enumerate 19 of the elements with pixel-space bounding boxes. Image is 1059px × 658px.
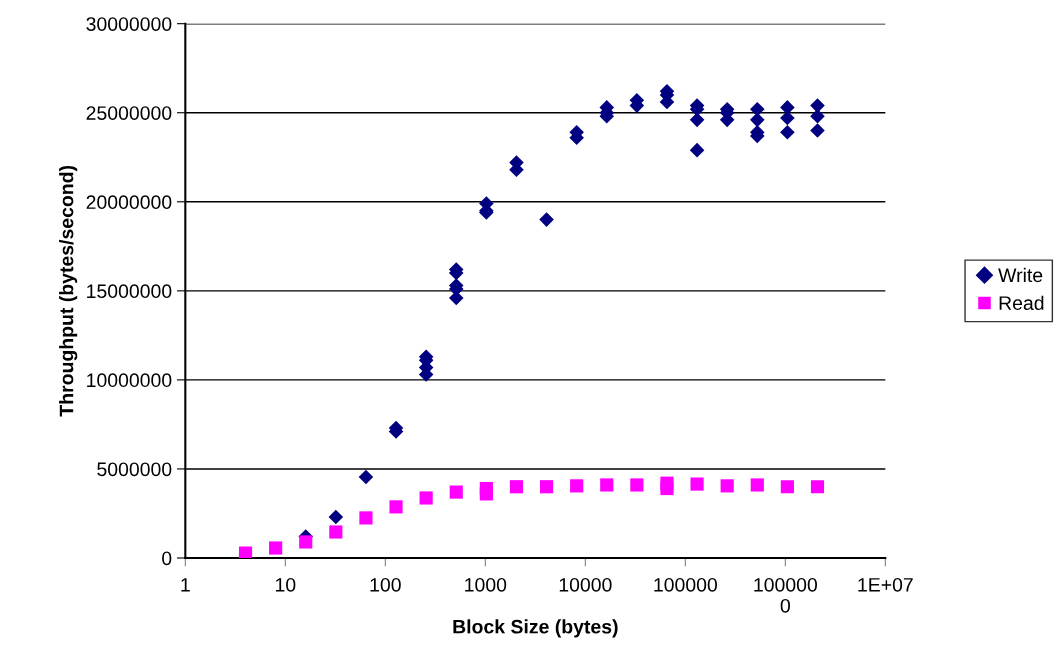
y-tick-label: 0	[162, 551, 172, 566]
x-tick-label: 1000	[465, 577, 507, 592]
x-tick-label: 100000 0	[754, 577, 818, 613]
y-tick-label: 15000000	[87, 284, 172, 299]
y-axis-title: Throughput (bytes/second)	[59, 165, 78, 417]
x-tick-label: 100	[370, 577, 401, 592]
x-tick-label: 10000	[559, 577, 612, 592]
legend-label: Read	[999, 295, 1044, 310]
x-tick-label: 1E+07	[858, 577, 913, 592]
x-tick-label: 1	[181, 578, 190, 592]
legend-label: Write	[998, 267, 1043, 283]
x-tick-label: 100000	[654, 577, 718, 592]
x-axis-title: Block Size (bytes)	[453, 619, 618, 638]
x-tick-label: 10	[275, 577, 296, 592]
y-tick-label: 20000000	[86, 195, 172, 210]
y-tick-label: 30000000	[86, 17, 172, 31]
y-tick-label: 25000000	[86, 106, 172, 120]
y-tick-label: 5000000	[97, 462, 172, 477]
y-tick-label: 10000000	[87, 373, 172, 388]
